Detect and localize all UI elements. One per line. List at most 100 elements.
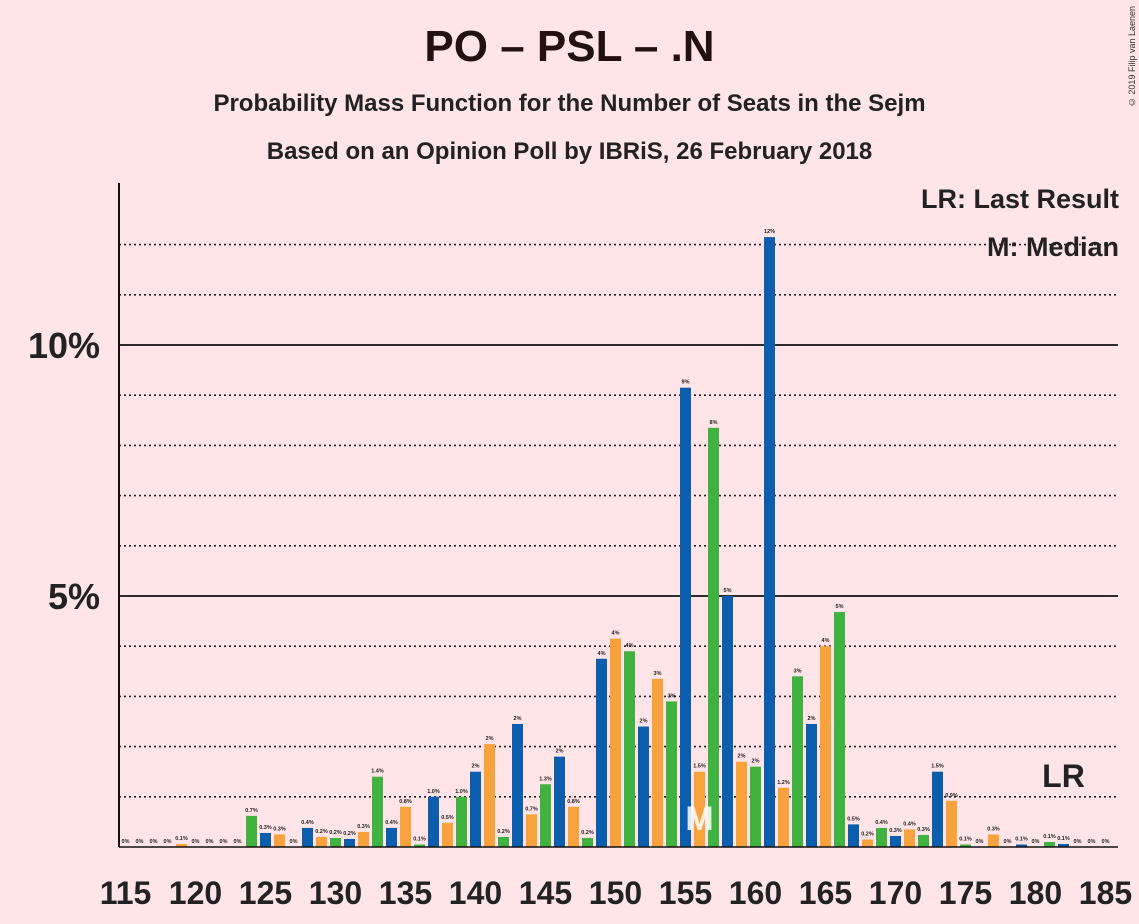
bar-value-label: 0.4%: [875, 820, 888, 826]
bar: [624, 651, 635, 847]
chart-title: PO – PSL – .N: [424, 22, 715, 71]
bar: [638, 726, 649, 847]
bar-value-label: 0%: [1102, 839, 1110, 845]
bar: [890, 835, 901, 847]
bar: [316, 836, 327, 847]
bar-value-label: 0.2%: [497, 829, 510, 835]
bar-value-label: 0%: [164, 839, 172, 845]
x-tick-label: 145: [519, 875, 572, 911]
bar-value-label: 0%: [192, 839, 200, 845]
x-tick-label: 185: [1079, 875, 1132, 911]
bar: [400, 806, 411, 847]
bar-value-label: 2%: [808, 716, 816, 722]
bar-value-label: 2%: [486, 736, 494, 742]
bar-value-label: 0.7%: [525, 806, 538, 812]
bar: [498, 836, 509, 847]
bar-value-label: 0%: [136, 839, 144, 845]
bar: [820, 646, 831, 847]
bar-value-label: 0%: [234, 839, 242, 845]
bar-value-label: 12%: [764, 229, 775, 235]
bar-value-label: 0.3%: [917, 827, 930, 833]
bar: [554, 756, 565, 847]
bar: [904, 829, 915, 847]
bar-value-label: 4%: [822, 638, 830, 644]
bar-value-label: 2%: [752, 759, 760, 765]
bar: [442, 822, 453, 847]
bar-value-label: 0.3%: [889, 828, 902, 834]
x-tick-label: 140: [449, 875, 502, 911]
bar: [176, 843, 187, 847]
bar: [862, 839, 873, 847]
bar-value-label: 0%: [290, 839, 298, 845]
bar-value-label: 0.1%: [175, 836, 188, 842]
bar: [246, 815, 257, 847]
legend-median: M: Median: [987, 232, 1119, 262]
bar: [932, 771, 943, 847]
bar: [610, 638, 621, 847]
bar-value-label: 0.3%: [987, 826, 1000, 832]
bar: [344, 838, 355, 847]
bar-value-label: 3%: [794, 668, 802, 674]
bar: [582, 837, 593, 847]
last-result-marker: LR: [1042, 758, 1085, 794]
bar-value-label: 1.5%: [693, 764, 706, 770]
bar-value-label: 0.3%: [259, 825, 272, 831]
bar: [988, 834, 999, 847]
bar: [792, 676, 803, 847]
bar: [750, 766, 761, 847]
bar-value-label: 0%: [220, 839, 228, 845]
bar-value-label: 0%: [1074, 839, 1082, 845]
bar-value-label: 4%: [612, 631, 620, 637]
bar-value-label: 5%: [724, 588, 732, 594]
bar: [302, 827, 313, 847]
bar-value-label: 3%: [668, 693, 676, 699]
bar-value-label: 0.2%: [581, 830, 594, 836]
bar: [848, 824, 859, 847]
bar: [960, 844, 971, 847]
bar: [778, 787, 789, 847]
bar-value-label: 1.0%: [427, 789, 440, 795]
bar-value-label: 0.4%: [385, 820, 398, 826]
bar-value-label: 0%: [206, 839, 214, 845]
bar: [260, 832, 271, 847]
bar: [358, 831, 369, 847]
bar-value-label: 0.8%: [567, 799, 580, 805]
bar: [680, 387, 691, 847]
bar-value-label: 1.0%: [455, 789, 468, 795]
bar: [470, 771, 481, 847]
chart-source: Based on an Opinion Poll by IBRiS, 26 Fe…: [266, 138, 873, 165]
bar-value-label: 0.4%: [301, 820, 314, 826]
bar-value-label: 0.2%: [329, 830, 342, 836]
y-tick-label: 5%: [48, 576, 100, 617]
bar: [918, 834, 929, 847]
bar-value-label: 4%: [626, 643, 634, 649]
bar-value-label: 0%: [976, 839, 984, 845]
x-tick-label: 165: [799, 875, 852, 911]
bar: [1044, 841, 1055, 847]
bar-value-label: 0.1%: [1043, 834, 1056, 840]
bar-value-label: 2%: [556, 749, 564, 755]
bar: [708, 427, 719, 847]
bar-value-label: 0.4%: [903, 821, 916, 827]
bar-value-label: 0.2%: [861, 831, 874, 837]
bar: [386, 827, 397, 847]
bar-value-label: 1.3%: [539, 776, 552, 782]
bar-value-label: 0%: [1004, 839, 1012, 845]
bar: [372, 776, 383, 847]
bar: [456, 796, 467, 847]
bar-value-label: 0.1%: [1015, 836, 1028, 842]
bar-value-label: 4%: [598, 651, 606, 657]
x-tick-label: 115: [100, 875, 152, 911]
bar: [806, 724, 817, 847]
x-tick-label: 180: [1009, 875, 1062, 911]
bar-value-label: 0.1%: [959, 836, 972, 842]
bar: [414, 844, 425, 847]
bar-value-label: 0%: [1088, 839, 1096, 845]
x-tick-label: 160: [729, 875, 782, 911]
bar: [652, 678, 663, 847]
bar-value-label: 0.2%: [343, 831, 356, 837]
bar: [274, 834, 285, 847]
bar-value-label: 1.4%: [371, 769, 384, 775]
bar: [834, 612, 845, 847]
